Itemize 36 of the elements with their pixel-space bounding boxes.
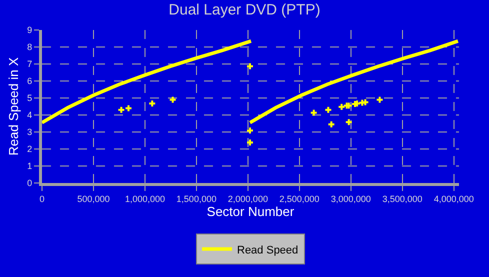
chart-title: Dual Layer DVD (PTP) — [168, 2, 320, 19]
point — [328, 121, 334, 128]
legend-label: Read Speed — [237, 244, 298, 256]
x-tick-label: 1,000,000 — [124, 194, 165, 204]
point — [310, 110, 317, 116]
point — [170, 96, 176, 103]
y-tick-label: 3 — [27, 127, 32, 138]
x-tick-label: 3,000,000 — [330, 194, 371, 204]
point — [346, 119, 352, 126]
x-tick-label: 2,000,000 — [228, 194, 268, 204]
y-tick-label: 9 — [27, 25, 32, 36]
point — [118, 106, 124, 113]
y-axis-title: Read Speed in X — [6, 57, 22, 156]
point — [376, 96, 383, 103]
y-tick-label: 8 — [27, 42, 32, 52]
y-tick-label: 2 — [27, 144, 32, 154]
point — [246, 63, 253, 70]
y-tick-label: 5 — [27, 93, 32, 104]
point — [125, 105, 132, 112]
y-tick-label: 6 — [27, 76, 32, 86]
x-tick-label: 500,000 — [77, 194, 110, 204]
x-axis-title: Sector Number — [206, 204, 295, 219]
x-tick-label: 2,500,000 — [279, 194, 320, 204]
x-tick-label: 4,000,000 — [434, 194, 474, 204]
x-tick-label: 3,500,000 — [382, 194, 422, 204]
y-tick-label: 1 — [27, 161, 32, 172]
point — [338, 104, 345, 110]
point — [246, 140, 253, 146]
y-tick-label: 0 — [27, 178, 32, 188]
point — [325, 106, 332, 113]
x-tick-label: 0 — [39, 194, 45, 204]
point — [246, 127, 253, 134]
point — [149, 100, 156, 106]
y-tick-label: 4 — [27, 110, 32, 120]
y-tick-label: 7 — [27, 59, 32, 70]
x-tick-label: 1,500,000 — [176, 194, 216, 204]
